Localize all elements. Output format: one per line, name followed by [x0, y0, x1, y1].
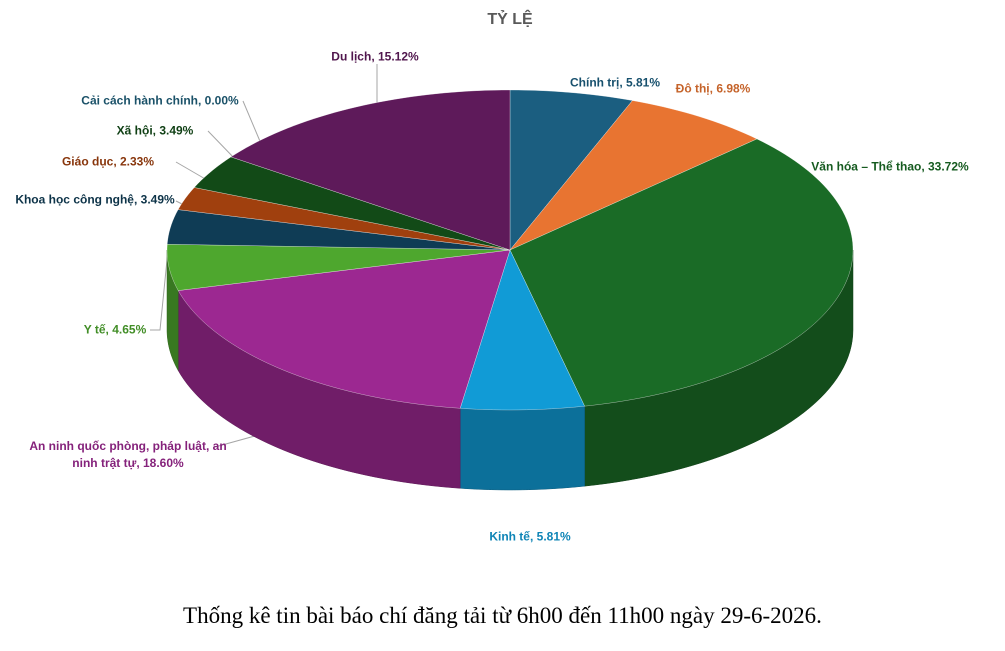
category-label: Xã hội: [116, 123, 153, 138]
pie-slice: [166, 244, 511, 291]
pie-sides: [166, 249, 854, 491]
pie-slice: [509, 89, 633, 251]
value-label: 2.33%: [119, 154, 155, 169]
pie-slice: [193, 156, 511, 251]
pie-slice: [509, 100, 758, 251]
leader-line: [242, 100, 263, 147]
value-label: 3.49%: [159, 123, 194, 138]
data-label: Chính trị, 5.81%: [569, 75, 661, 90]
data-label: Kinh tế, 5.81%: [489, 529, 571, 544]
value-label: 0.00%: [204, 93, 239, 108]
value-label: 15.12%: [377, 49, 419, 64]
category-label: Du lịch: [331, 49, 372, 64]
value-label: 5.81%: [625, 75, 661, 90]
value-label: 18.60%: [142, 456, 184, 470]
data-label: Giáo dục, 2.33%: [61, 154, 155, 169]
category-label: Kinh tế: [489, 529, 530, 544]
data-label: Xã hội, 3.49%: [116, 123, 194, 138]
category-label: Đô thị: [675, 81, 710, 96]
data-label: Du lịch, 15.12%: [331, 49, 419, 64]
pie-slice: [230, 89, 511, 251]
category-label: Giáo dục: [61, 154, 114, 169]
value-label: 3.49%: [140, 192, 175, 207]
pie-slice: [177, 187, 511, 251]
pie-slice: [459, 249, 585, 411]
chart-title: TỶ LỆ: [487, 9, 533, 28]
data-label: An ninh quốc phòng, pháp luật, an ninh t…: [29, 439, 227, 470]
pie-side: [459, 405, 585, 491]
category-label: Y tế: [83, 322, 106, 337]
data-label: Đô thị, 6.98%: [675, 81, 751, 96]
value-label: 4.65%: [112, 322, 147, 337]
pie-tops: [166, 89, 854, 411]
data-label: Khoa học công nghệ, 3.49%: [15, 192, 175, 207]
category-label: Khoa học công nghệ: [15, 192, 134, 207]
category-label: Chính trị: [569, 75, 620, 90]
leader-line: [207, 130, 237, 161]
category-label: Cải cách hành chính: [81, 93, 198, 108]
data-label: Văn hóa – Thể thao, 33.72%: [811, 159, 969, 174]
category-label: Văn hóa – Thể thao: [811, 159, 922, 174]
data-label: Y tế, 4.65%: [83, 322, 147, 337]
value-label: 5.81%: [536, 529, 571, 544]
data-label: Cải cách hành chính, 0.00%: [81, 93, 239, 108]
value-label: 33.72%: [927, 159, 969, 174]
value-label: 6.98%: [716, 81, 751, 96]
pie-slice: [177, 249, 511, 409]
pie-slice: [509, 138, 854, 407]
leader-line: [175, 161, 208, 181]
caption: Thống kê tin bài báo chí đăng tải từ 6h0…: [183, 603, 822, 628]
leader-line: [150, 249, 169, 331]
category-label: An ninh quốc phòng, pháp luật, an ninh t…: [29, 439, 227, 470]
pie-slice: [167, 209, 511, 251]
